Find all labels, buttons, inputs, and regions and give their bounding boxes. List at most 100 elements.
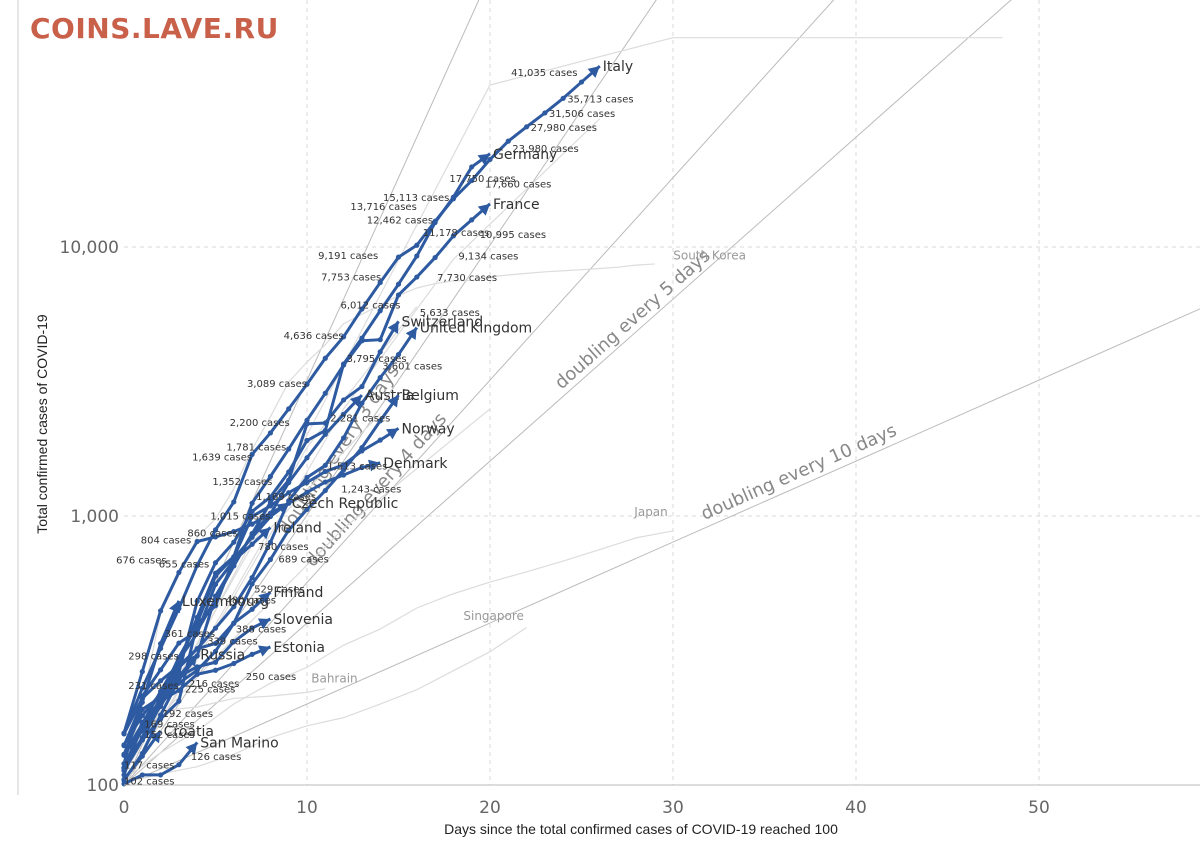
series-point xyxy=(304,474,310,481)
point-annotation: 250 cases xyxy=(246,672,296,683)
reference-line xyxy=(123,0,657,786)
y-axis-title: Total confirmed cases of COVID-19 xyxy=(34,314,50,534)
site-watermark: COINS.LAVE.RU xyxy=(30,12,279,45)
series-point xyxy=(249,625,255,631)
series-point xyxy=(249,534,255,540)
series-point xyxy=(176,569,182,576)
point-annotation: 9,134 cases xyxy=(458,252,518,263)
series-point xyxy=(267,503,273,509)
series-arrowhead xyxy=(185,654,198,667)
series-point xyxy=(212,603,219,609)
y-tick-label: 1,000 xyxy=(70,507,119,527)
series-point xyxy=(322,390,328,396)
series-point xyxy=(322,355,328,361)
series-point xyxy=(304,417,310,423)
point-annotation: 27,980 cases xyxy=(531,123,597,134)
point-annotation: 3,601 cases xyxy=(382,361,442,372)
series-label: Luxembourg xyxy=(182,594,269,610)
background-series-label: Bahrain xyxy=(311,672,357,686)
background-series-label: Singapore xyxy=(463,609,524,623)
point-annotation: 1,781 cases xyxy=(226,443,286,454)
series-point xyxy=(249,451,255,458)
x-tick-label: 20 xyxy=(479,798,501,818)
series-point xyxy=(231,557,237,564)
series-point xyxy=(158,608,164,614)
point-annotation: 41,035 cases xyxy=(511,68,577,79)
series-arrowhead xyxy=(169,600,181,614)
series-point xyxy=(524,124,530,130)
series-point xyxy=(194,598,200,604)
grid-lines xyxy=(124,0,1200,785)
series-arrowhead xyxy=(387,395,399,408)
point-annotation: 10,995 cases xyxy=(480,230,546,241)
series-point xyxy=(194,562,200,569)
series-point xyxy=(212,534,219,540)
series-label: Belgium xyxy=(402,388,459,404)
series-label: France xyxy=(493,197,540,213)
background-series-line xyxy=(123,530,674,780)
reference-line xyxy=(123,0,1012,786)
point-annotation: 860 cases xyxy=(187,529,237,540)
series-point xyxy=(212,648,219,654)
series-point xyxy=(322,420,328,426)
series-label: Finland xyxy=(273,585,323,601)
point-annotation: 361 cases xyxy=(165,629,215,640)
point-annotation: 225 cases xyxy=(185,684,235,695)
series-point xyxy=(395,292,402,298)
series-point xyxy=(359,338,365,344)
point-annotation: 529 cases xyxy=(254,584,304,595)
series-point xyxy=(212,593,219,599)
series-point xyxy=(322,462,328,468)
series-point xyxy=(212,527,219,533)
series-point xyxy=(359,448,365,454)
data-labels: 41,035 cases 35,713 cases 31,506 cases 27,9… xyxy=(116,68,633,788)
series-arrowhead xyxy=(349,395,362,408)
series-point xyxy=(139,719,145,725)
x-axis-title: Days since the total confirmed cases of … xyxy=(444,821,838,837)
series-arrowhead xyxy=(405,327,417,341)
series-point xyxy=(359,383,365,390)
x-tick-label: 30 xyxy=(662,798,684,818)
series-arrowhead xyxy=(258,527,271,540)
series-point xyxy=(469,217,475,223)
series-point xyxy=(158,702,164,708)
series-line xyxy=(122,427,400,772)
series-point xyxy=(194,664,200,670)
series-point xyxy=(286,406,292,412)
series-point xyxy=(249,500,255,506)
series-point xyxy=(341,397,347,403)
series-point xyxy=(139,695,145,701)
series-point xyxy=(158,678,164,684)
series-point xyxy=(286,527,292,533)
series-point xyxy=(249,581,255,587)
point-annotation: 126 cases xyxy=(191,752,241,763)
series-point xyxy=(322,487,328,494)
series-point xyxy=(194,646,200,652)
series-point xyxy=(139,685,145,691)
point-annotation: 2,200 cases xyxy=(230,418,290,429)
series-point xyxy=(377,279,383,286)
series-point xyxy=(469,177,475,184)
series-point xyxy=(377,349,383,355)
series-point xyxy=(212,640,219,647)
point-annotation: 35,713 cases xyxy=(567,94,633,105)
series-point xyxy=(194,630,200,637)
series-point xyxy=(139,753,145,759)
series-arrowhead xyxy=(185,742,198,755)
series-label: Switzerland xyxy=(402,314,484,330)
series-point xyxy=(194,538,200,545)
series-point xyxy=(231,639,237,645)
series-arrowhead xyxy=(257,618,271,630)
reference-line xyxy=(123,308,1200,786)
point-annotation: 339 cases xyxy=(207,636,257,647)
series-point xyxy=(267,513,273,520)
series-label: Slovenia xyxy=(273,612,333,628)
series-label: Austria xyxy=(365,388,414,404)
reference-line-label: doubling every 5 days xyxy=(551,245,715,393)
point-annotation: 3,795 cases xyxy=(347,354,407,365)
point-annotation: 480 cases xyxy=(226,596,276,607)
series-point xyxy=(359,464,365,471)
background-series-label: South Korea xyxy=(673,248,746,262)
series-point xyxy=(121,752,127,758)
series-point xyxy=(139,668,145,675)
